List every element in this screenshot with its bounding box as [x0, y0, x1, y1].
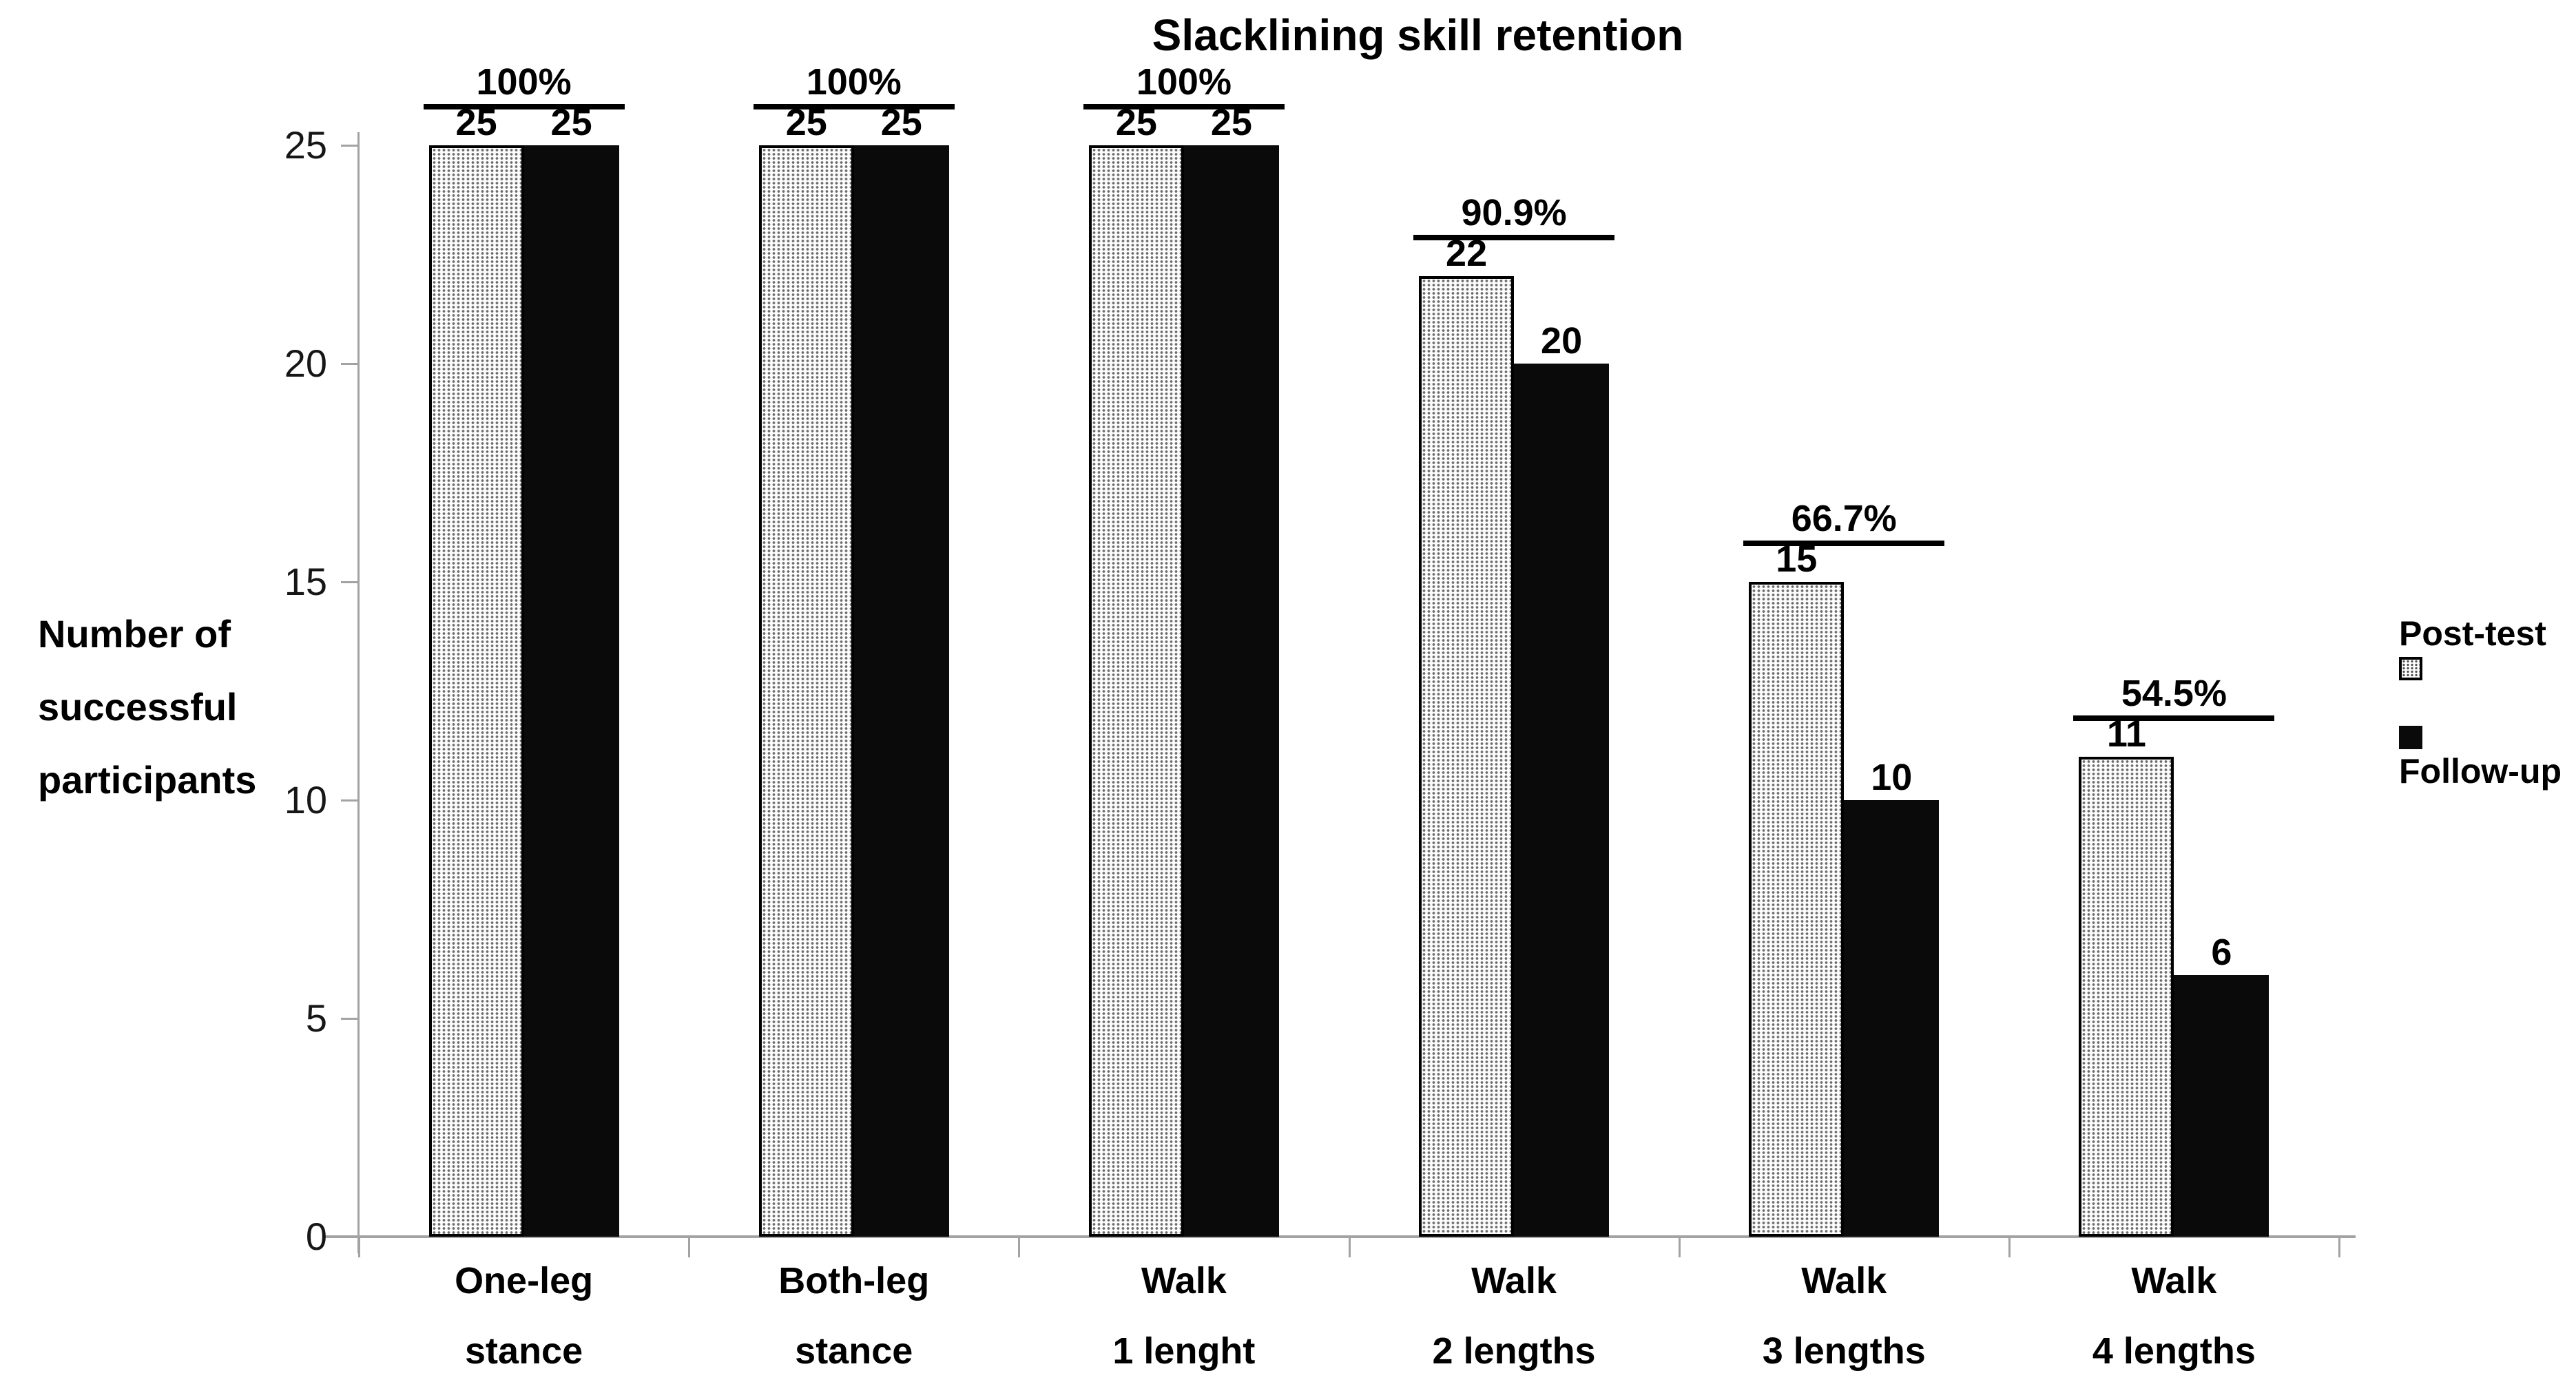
category-label-line1: Walk	[1801, 1260, 1887, 1301]
retention-percent-line	[1413, 235, 1615, 241]
x-axis-line	[322, 1235, 2356, 1238]
retention-percent-label: 100%	[476, 61, 572, 103]
category-label-line1: Walk	[1471, 1260, 1557, 1301]
bar-value-label: 20	[1541, 320, 1583, 362]
y-axis-tick-label: 0	[305, 1215, 327, 1258]
retention-percent-label: 90.9%	[1461, 192, 1567, 234]
y-axis-tick	[341, 145, 359, 147]
bar-post-test	[1419, 276, 1515, 1237]
legend-swatch-follow-up	[2399, 726, 2422, 749]
x-axis-tick	[1678, 1237, 1681, 1257]
y-axis-tick	[341, 363, 359, 365]
bar-follow-up	[2174, 974, 2269, 1237]
y-axis-tick-label: 20	[284, 342, 327, 385]
retention-percent-label: 100%	[806, 61, 902, 103]
legend-label-follow-up: Follow-up	[2399, 752, 2562, 791]
retention-percent-line	[2073, 715, 2275, 721]
retention-percent-label: 66.7%	[1791, 498, 1897, 539]
bar-post-test	[758, 145, 854, 1237]
x-axis-tick	[358, 1237, 360, 1257]
category-label-line2: 1 lenght	[1112, 1330, 1256, 1372]
retention-percent-label: 54.5%	[2121, 672, 2227, 714]
y-axis-title-line: successful	[38, 685, 238, 729]
category-label-line2: 2 lengths	[1432, 1330, 1596, 1372]
bar-post-test	[2079, 756, 2174, 1237]
chart-title: Slacklining skill retention	[1152, 10, 1684, 60]
x-axis-tick	[688, 1237, 691, 1257]
y-axis-tick-label: 5	[305, 996, 327, 1040]
y-axis-line	[357, 132, 360, 1253]
legend-swatch-post-test	[2399, 657, 2422, 680]
y-axis-title-line: Number of	[38, 612, 231, 656]
bar-follow-up	[1844, 800, 1940, 1237]
retention-percent-line	[423, 104, 625, 109]
category-label-line1: Both-leg	[778, 1260, 930, 1301]
x-axis-tick	[1348, 1237, 1351, 1257]
x-axis-tick	[2008, 1237, 2011, 1257]
retention-percent-label: 100%	[1136, 61, 1232, 103]
legend: Post-test Follow-up	[2399, 616, 2562, 789]
y-axis-title-line: participants	[38, 758, 257, 802]
bar-follow-up	[523, 145, 619, 1237]
bar-follow-up	[1514, 364, 1610, 1237]
category-label-line1: Walk	[2131, 1260, 2217, 1301]
y-axis-tick-label: 10	[284, 778, 327, 821]
category-label-line2: stance	[465, 1330, 583, 1372]
y-axis-tick-label: 15	[284, 560, 327, 603]
retention-percent-line	[1083, 104, 1285, 109]
y-axis-tick	[341, 1236, 359, 1238]
x-axis-tick	[1018, 1237, 1021, 1257]
y-axis-tick	[341, 799, 359, 802]
y-axis-tick-label: 25	[284, 123, 327, 167]
bar-post-test	[1088, 145, 1184, 1237]
x-axis-tick	[2338, 1237, 2340, 1257]
category-label-line1: One-leg	[455, 1260, 594, 1301]
bar-post-test	[428, 145, 524, 1237]
legend-label-post-test: Post-test	[2399, 614, 2546, 653]
bar-follow-up	[853, 145, 949, 1237]
y-axis-tick	[341, 581, 359, 583]
retention-percent-line	[753, 104, 955, 109]
bar-follow-up	[1183, 145, 1279, 1237]
category-label-line2: stance	[795, 1330, 913, 1372]
y-axis-title: Number of successful participants	[38, 598, 256, 817]
retention-percent-line	[1743, 541, 1945, 546]
category-label-line1: Walk	[1141, 1260, 1227, 1301]
y-axis-tick	[341, 1018, 359, 1020]
category-label-line2: 4 lengths	[2092, 1330, 2256, 1372]
bar-post-test	[1749, 582, 1845, 1237]
category-label-line2: 3 lengths	[1762, 1330, 1926, 1372]
bar-value-label: 6	[2211, 931, 2232, 973]
bar-value-label: 10	[1871, 757, 1913, 798]
